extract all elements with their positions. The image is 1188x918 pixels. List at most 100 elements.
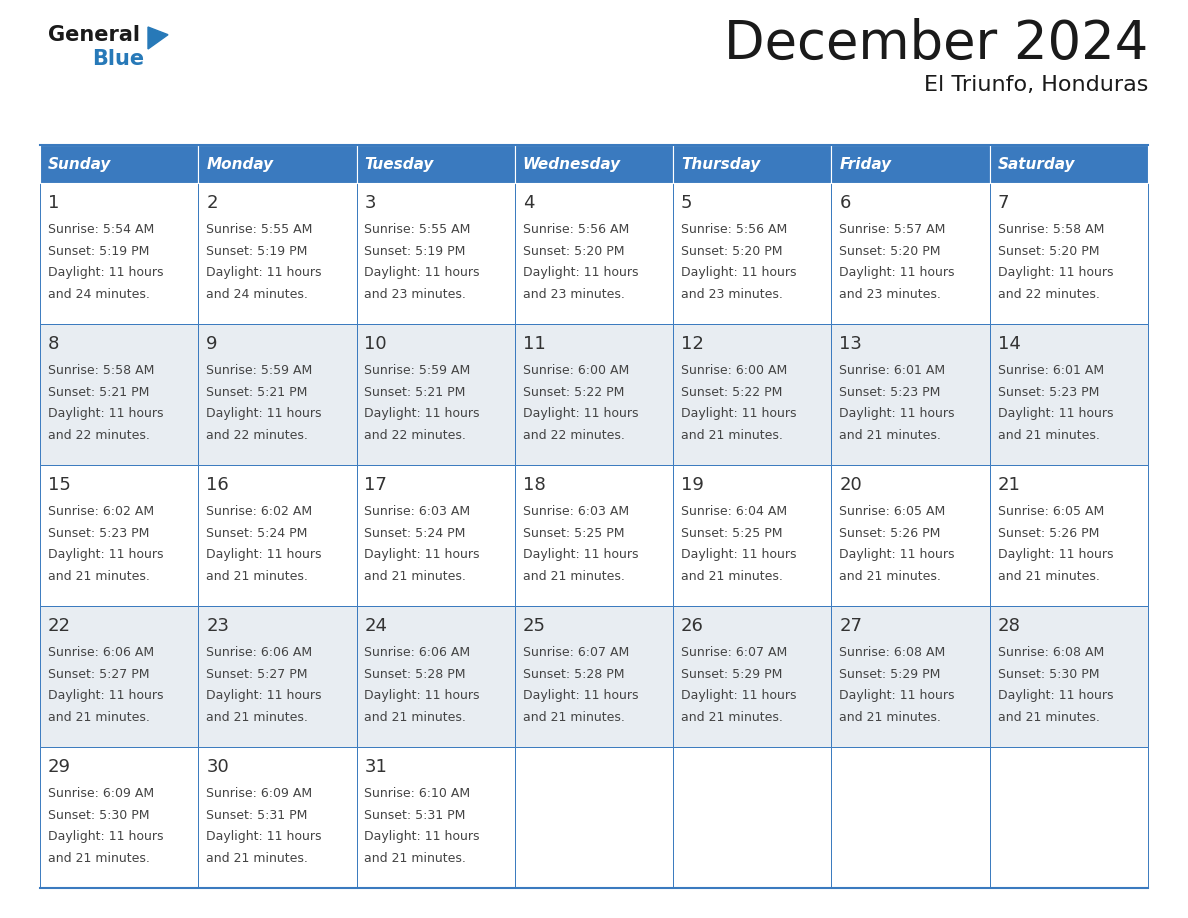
Text: Daylight: 11 hours: Daylight: 11 hours [48,266,164,279]
Text: Sunrise: 6:03 AM: Sunrise: 6:03 AM [365,505,470,518]
Bar [990,747,1148,888]
Text: Daylight: 11 hours: Daylight: 11 hours [523,266,638,279]
Text: and 21 minutes.: and 21 minutes. [207,852,308,866]
Text: and 23 minutes.: and 23 minutes. [365,288,467,301]
Text: Daylight: 11 hours: Daylight: 11 hours [998,408,1113,420]
Bar [198,145,356,183]
Text: and 21 minutes.: and 21 minutes. [365,570,467,583]
Text: Sunset: 5:20 PM: Sunset: 5:20 PM [523,244,624,258]
Text: and 21 minutes.: and 21 minutes. [523,711,625,724]
Bar [40,606,198,747]
Text: Sunrise: 6:06 AM: Sunrise: 6:06 AM [207,645,312,659]
Text: and 21 minutes.: and 21 minutes. [998,430,1100,442]
Text: and 24 minutes.: and 24 minutes. [48,288,150,301]
Text: Sunset: 5:28 PM: Sunset: 5:28 PM [365,667,466,680]
Text: Daylight: 11 hours: Daylight: 11 hours [681,548,797,562]
Text: Sunset: 5:28 PM: Sunset: 5:28 PM [523,667,624,680]
Polygon shape [148,27,168,49]
Text: Sunrise: 6:01 AM: Sunrise: 6:01 AM [840,364,946,376]
Bar [514,145,674,183]
Bar [832,324,990,465]
Text: Sunrise: 6:07 AM: Sunrise: 6:07 AM [523,645,628,659]
Text: General: General [48,25,140,45]
Bar [356,145,514,183]
Bar [40,465,198,606]
Text: 19: 19 [681,476,704,494]
Text: Sunrise: 5:56 AM: Sunrise: 5:56 AM [523,223,628,236]
Text: Sunset: 5:20 PM: Sunset: 5:20 PM [840,244,941,258]
Bar [990,145,1148,183]
Text: 20: 20 [840,476,862,494]
Text: 9: 9 [207,335,217,353]
Bar [40,183,198,324]
Text: Sunrise: 6:03 AM: Sunrise: 6:03 AM [523,505,628,518]
Text: Sunset: 5:23 PM: Sunset: 5:23 PM [48,527,150,540]
Text: 17: 17 [365,476,387,494]
Text: Sunrise: 5:54 AM: Sunrise: 5:54 AM [48,223,154,236]
Text: 27: 27 [840,617,862,635]
Text: and 21 minutes.: and 21 minutes. [998,570,1100,583]
Text: Sunset: 5:27 PM: Sunset: 5:27 PM [207,667,308,680]
Text: Sunset: 5:24 PM: Sunset: 5:24 PM [207,527,308,540]
Text: and 21 minutes.: and 21 minutes. [840,430,941,442]
Text: Daylight: 11 hours: Daylight: 11 hours [840,408,955,420]
Bar [514,747,674,888]
Bar [40,747,198,888]
Text: Daylight: 11 hours: Daylight: 11 hours [998,689,1113,702]
Text: 14: 14 [998,335,1020,353]
Text: Daylight: 11 hours: Daylight: 11 hours [365,266,480,279]
Bar [832,747,990,888]
Text: Daylight: 11 hours: Daylight: 11 hours [681,408,797,420]
Text: Sunset: 5:19 PM: Sunset: 5:19 PM [207,244,308,258]
Text: and 21 minutes.: and 21 minutes. [48,570,150,583]
Bar [674,465,832,606]
Text: 11: 11 [523,335,545,353]
Text: and 21 minutes.: and 21 minutes. [207,711,308,724]
Bar [832,145,990,183]
Text: Daylight: 11 hours: Daylight: 11 hours [365,831,480,844]
Text: Sunset: 5:31 PM: Sunset: 5:31 PM [207,809,308,822]
Text: 18: 18 [523,476,545,494]
Text: Sunset: 5:21 PM: Sunset: 5:21 PM [365,386,466,398]
Text: and 21 minutes.: and 21 minutes. [365,711,467,724]
Text: 2: 2 [207,195,217,212]
Text: and 22 minutes.: and 22 minutes. [48,430,150,442]
Text: and 21 minutes.: and 21 minutes. [998,711,1100,724]
Text: 5: 5 [681,195,693,212]
Bar [198,324,356,465]
Bar [356,747,514,888]
Text: Sunset: 5:27 PM: Sunset: 5:27 PM [48,667,150,680]
Bar [356,324,514,465]
Text: Sunset: 5:30 PM: Sunset: 5:30 PM [998,667,1099,680]
Text: and 23 minutes.: and 23 minutes. [523,288,625,301]
Bar [514,606,674,747]
Text: Sunday: Sunday [48,156,112,172]
Text: and 22 minutes.: and 22 minutes. [523,430,625,442]
Bar [356,183,514,324]
Text: Sunset: 5:22 PM: Sunset: 5:22 PM [681,386,783,398]
Bar [674,145,832,183]
Text: 4: 4 [523,195,535,212]
Text: Sunset: 5:19 PM: Sunset: 5:19 PM [365,244,466,258]
Text: December 2024: December 2024 [723,18,1148,70]
Text: 23: 23 [207,617,229,635]
Bar [832,183,990,324]
Text: Daylight: 11 hours: Daylight: 11 hours [840,689,955,702]
Text: and 24 minutes.: and 24 minutes. [207,288,308,301]
Text: and 21 minutes.: and 21 minutes. [681,430,783,442]
Text: and 22 minutes.: and 22 minutes. [207,430,308,442]
Bar [514,465,674,606]
Text: Sunrise: 5:56 AM: Sunrise: 5:56 AM [681,223,788,236]
Text: Sunrise: 6:05 AM: Sunrise: 6:05 AM [840,505,946,518]
Text: Sunset: 5:26 PM: Sunset: 5:26 PM [840,527,941,540]
Text: Wednesday: Wednesday [523,156,621,172]
Text: Sunrise: 5:59 AM: Sunrise: 5:59 AM [207,364,312,376]
Text: Daylight: 11 hours: Daylight: 11 hours [681,689,797,702]
Text: 6: 6 [840,195,851,212]
Text: 13: 13 [840,335,862,353]
Bar [40,145,198,183]
Text: Sunrise: 6:00 AM: Sunrise: 6:00 AM [681,364,788,376]
Text: Sunset: 5:26 PM: Sunset: 5:26 PM [998,527,1099,540]
Text: 16: 16 [207,476,229,494]
Bar [198,606,356,747]
